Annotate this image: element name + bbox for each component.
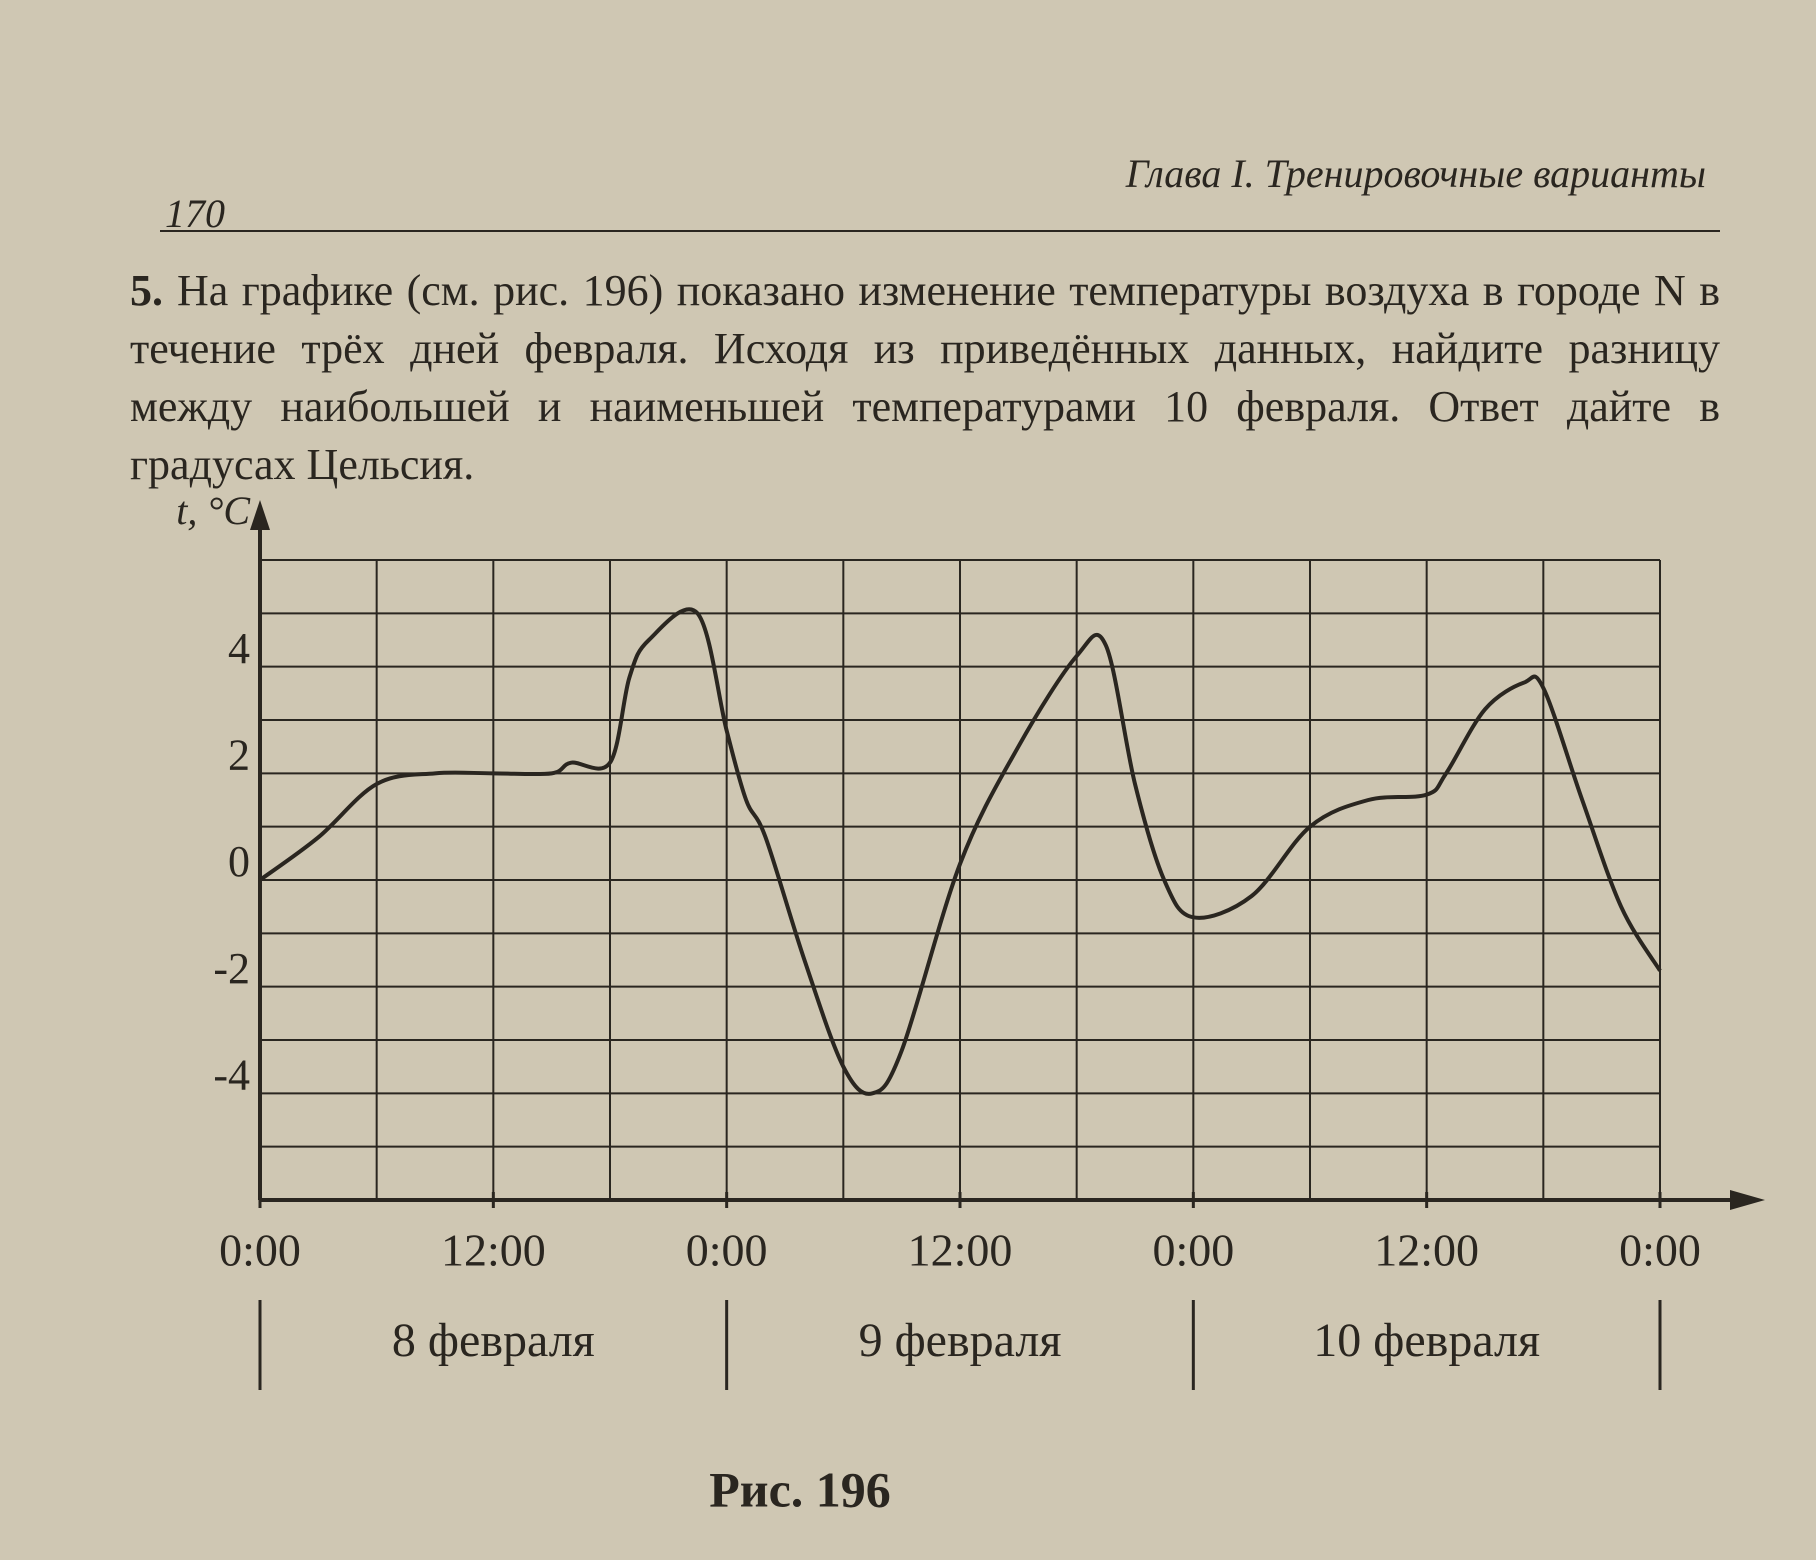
header-rule bbox=[160, 230, 1720, 232]
x-tick-label: 12:00 bbox=[1374, 1225, 1479, 1276]
y-tick-label: 0 bbox=[228, 837, 250, 886]
y-axis-label: t, °C bbox=[176, 488, 251, 533]
y-tick-label: 4 bbox=[228, 624, 250, 673]
x-tick-label: 12:00 bbox=[908, 1225, 1013, 1276]
problem: 5. На графике (см. рис. 196) показано изм… bbox=[130, 262, 1720, 494]
caption: Рис. 196 bbox=[709, 1461, 891, 1517]
problem-number: 5. bbox=[130, 266, 163, 315]
x-axis-arrow bbox=[1730, 1190, 1765, 1210]
day-label: 10 февраля bbox=[1313, 1314, 1540, 1367]
problem-text: На графике (см. рис. 196) показано измен… bbox=[130, 266, 1720, 489]
x-tick-label: 0:00 bbox=[1152, 1225, 1234, 1276]
x-tick-label: 0:00 bbox=[1619, 1225, 1701, 1276]
x-tick-label: 12:00 bbox=[441, 1225, 546, 1276]
y-axis-arrow bbox=[250, 500, 270, 530]
y-tick-label: -4 bbox=[213, 1050, 250, 1099]
y-tick-label: 2 bbox=[228, 730, 250, 779]
chapter-title: Глава I. Тренировочные варианты bbox=[1125, 151, 1706, 196]
y-tick-label: -2 bbox=[213, 944, 250, 993]
day-label: 8 февраля bbox=[392, 1314, 595, 1367]
day-label: 9 февраля bbox=[859, 1314, 1062, 1367]
page-number: 170 bbox=[165, 191, 225, 236]
x-tick-label: 0:00 bbox=[219, 1225, 301, 1276]
x-tick-label: 0:00 bbox=[686, 1225, 768, 1276]
temperature-line bbox=[258, 607, 1662, 1096]
